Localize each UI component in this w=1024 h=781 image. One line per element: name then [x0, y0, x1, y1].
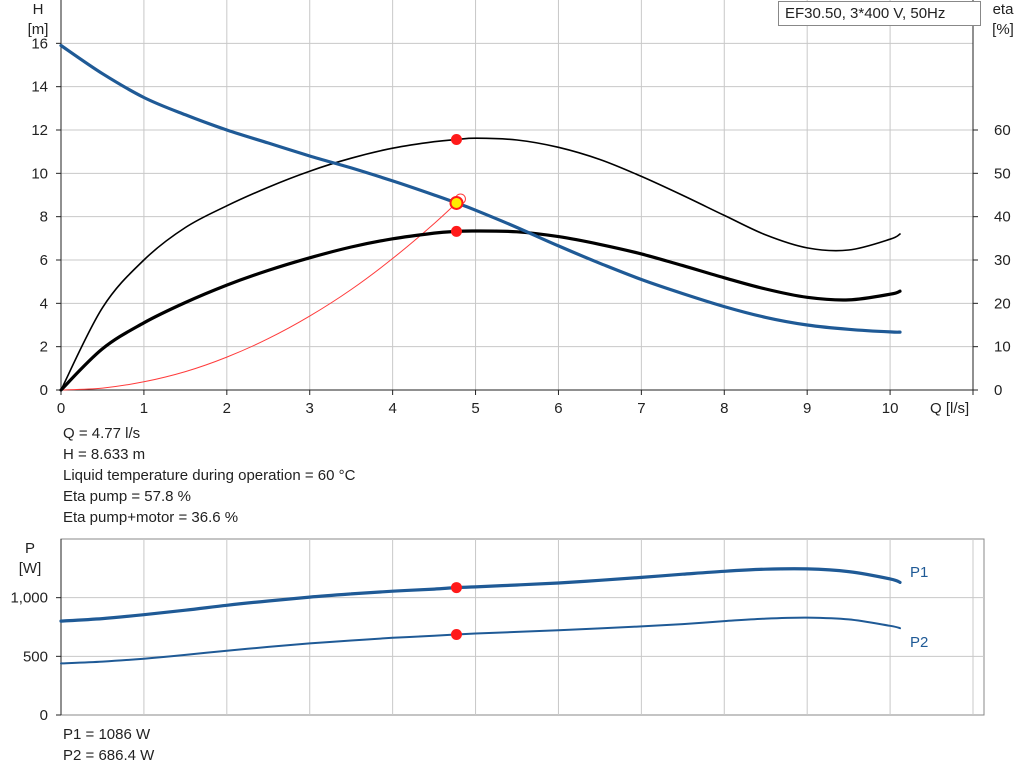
p1-curve-label: P1 [910, 564, 928, 581]
eta-tick-label-40: 40 [994, 209, 1011, 226]
q-tick-label-0: 0 [57, 400, 65, 417]
power-operating-points [450, 582, 462, 640]
power-info: P1 = 1086 W P2 = 686.4 W [63, 724, 154, 766]
h-tick-label-12: 12 [31, 122, 48, 139]
eta-pump-curve-line [60, 137, 901, 391]
info-h: H = 8.633 m [63, 446, 146, 463]
p-tick-label-500: 500 [23, 648, 48, 665]
head-axes: 0 1 2 3 4 5 6 7 8 9 10 Q [l/s]0246810121416H[m]0102… [28, 0, 1015, 417]
eta-pump-motor-curve-line [59, 229, 902, 392]
p-axis-label-unit: [W] [19, 560, 42, 577]
info-p2: P2 = 686.4 W [63, 747, 155, 764]
p-tick-label-0: 0 [40, 707, 48, 724]
eta-tick-label-30: 30 [994, 252, 1011, 269]
pump-title: EF30.50, 3*400 V, 50Hz [778, 1, 981, 26]
q-tick-label-8: 8 [720, 400, 728, 417]
q-tick-label-9: 9 [803, 400, 811, 417]
eta-tick-label-20: 20 [994, 295, 1011, 312]
h-tick-label-2: 2 [40, 339, 48, 356]
h-tick-label-10: 10 [31, 165, 48, 182]
eta-tick-label-50: 50 [994, 165, 1011, 182]
p1-curve-line [59, 567, 902, 623]
power-plot-area [60, 538, 985, 716]
eta-pump-motor-operating-point [450, 225, 462, 237]
eta-tick-label-60: 60 [994, 122, 1011, 139]
eta-axis-label-unit: [%] [992, 21, 1014, 38]
q-tick-label-7: 7 [637, 400, 645, 417]
head-plot-area [61, 0, 973, 390]
p2-operating-point [450, 628, 462, 640]
p-axis-label-name: P [25, 540, 35, 557]
info-p1: P1 = 1086 W [63, 726, 151, 743]
p2-curve-label: P2 [910, 634, 928, 651]
h-tick-label-14: 14 [31, 79, 48, 96]
head-curves [59, 43, 902, 392]
eta-axis-label-name: eta [993, 1, 1015, 18]
info-liquid-temperature: Liquid temperature during operation = 60… [63, 467, 356, 484]
q-axis-label: Q [l/s] [930, 400, 969, 417]
power-grid [61, 539, 984, 715]
h-tick-label-4: 4 [40, 295, 48, 312]
eta-tick-label-0: 0 [994, 382, 1002, 399]
h-tick-label-6: 6 [40, 252, 48, 269]
q-tick-label-1: 1 [140, 400, 148, 417]
operating-point-info: Q = 4.77 l/s H = 8.633 m Liquid temperat… [63, 423, 355, 528]
info-q: Q = 4.77 l/s [63, 425, 141, 442]
q-tick-label-10: 10 [882, 400, 899, 417]
q-tick-label-4: 4 [388, 400, 396, 417]
eta-pump-operating-point [450, 134, 462, 146]
q-tick-label-3: 3 [306, 400, 314, 417]
h-tick-label-8: 8 [40, 209, 48, 226]
eta-tick-label-10: 10 [994, 339, 1011, 356]
head-operating-points [449, 134, 466, 237]
info-eta-pump: Eta pump = 57.8 % [63, 488, 191, 505]
system-curve-line [60, 202, 457, 391]
q-tick-label-5: 5 [471, 400, 479, 417]
q-tick-label-2: 2 [223, 400, 231, 417]
h-axis-label-unit: [m] [28, 21, 49, 38]
h-tick-label-16: 16 [31, 35, 48, 52]
q-tick-label-6: 6 [554, 400, 562, 417]
power-axes: 0 500 1,000 P [W] [10, 539, 62, 724]
head-operating-point [449, 195, 464, 210]
h-tick-label-0: 0 [40, 382, 48, 399]
p-tick-label-1000: 1,000 [10, 590, 48, 607]
h-axis-label-name: H [33, 1, 44, 18]
p1-operating-point [450, 582, 462, 594]
p2-curve-line [60, 616, 901, 665]
power-curves: P1 P2 [59, 564, 928, 665]
head-grid [60, 0, 973, 390]
info-eta-pump-motor: Eta pump+motor = 36.6 % [63, 509, 239, 526]
head-curve-line [59, 43, 902, 334]
